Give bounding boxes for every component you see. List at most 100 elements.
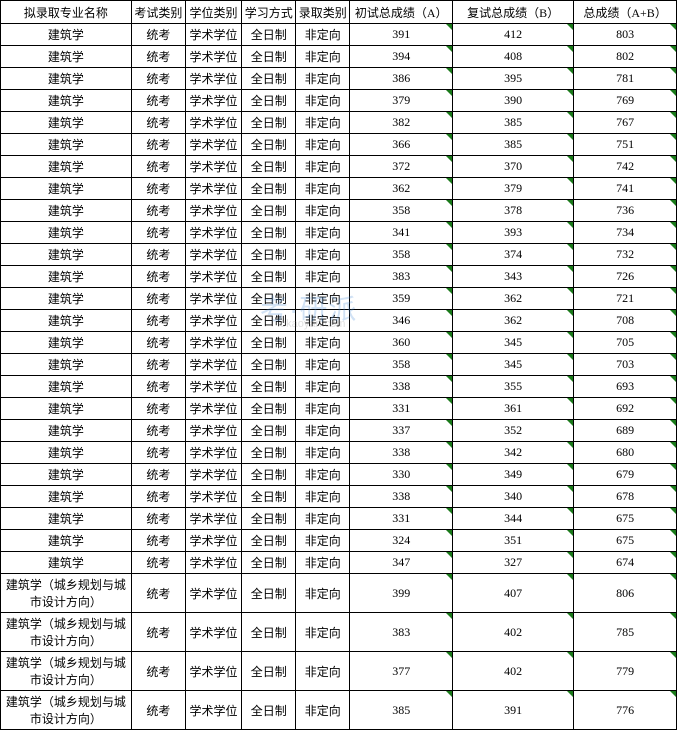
corner-marker-icon [446, 398, 452, 404]
table-cell: 建筑学 [1, 398, 132, 420]
corner-marker-icon [567, 178, 573, 184]
table-cell: 学术学位 [185, 691, 241, 730]
table-cell: 非定向 [296, 112, 350, 134]
table-cell: 362 [350, 178, 453, 200]
table-cell: 全日制 [242, 288, 296, 310]
corner-marker-icon [446, 288, 452, 294]
corner-marker-icon [446, 420, 452, 426]
table-cell: 统考 [131, 420, 185, 442]
table-cell: 390 [453, 90, 574, 112]
table-row: 建筑学统考学术学位全日制非定向394408802 [1, 46, 677, 68]
corner-marker-icon [567, 464, 573, 470]
table-cell: 391 [453, 691, 574, 730]
table-cell: 383 [350, 613, 453, 652]
table-cell: 708 [574, 310, 677, 332]
corner-marker-icon [670, 156, 676, 162]
corner-marker-icon [446, 652, 452, 658]
column-header: 初试总成绩（A） [350, 1, 453, 24]
corner-marker-icon [670, 134, 676, 140]
table-cell: 非定向 [296, 508, 350, 530]
table-cell: 776 [574, 691, 677, 730]
table-cell: 学术学位 [185, 530, 241, 552]
table-row: 建筑学（城乡规划与城市设计方向）统考学术学位全日制非定向377402779 [1, 652, 677, 691]
table-row: 建筑学统考学术学位全日制非定向358345703 [1, 354, 677, 376]
corner-marker-icon [670, 530, 676, 536]
corner-marker-icon [670, 552, 676, 558]
corner-marker-icon [567, 398, 573, 404]
table-cell: 建筑学 [1, 134, 132, 156]
table-cell: 非定向 [296, 442, 350, 464]
corner-marker-icon [670, 354, 676, 360]
table-cell: 全日制 [242, 24, 296, 46]
table-cell: 学术学位 [185, 46, 241, 68]
table-cell: 建筑学（城乡规划与城市设计方向） [1, 613, 132, 652]
column-header: 学习方式 [242, 1, 296, 24]
table-cell: 学术学位 [185, 464, 241, 486]
corner-marker-icon [670, 464, 676, 470]
corner-marker-icon [670, 310, 676, 316]
table-cell: 学术学位 [185, 222, 241, 244]
table-cell: 355 [453, 376, 574, 398]
corner-marker-icon [670, 420, 676, 426]
table-cell: 非定向 [296, 244, 350, 266]
table-cell: 建筑学 [1, 288, 132, 310]
corner-marker-icon [446, 486, 452, 492]
table-row: 建筑学统考学术学位全日制非定向331361692 [1, 398, 677, 420]
table-cell: 统考 [131, 442, 185, 464]
table-cell: 803 [574, 24, 677, 46]
table-cell: 学术学位 [185, 442, 241, 464]
table-cell: 705 [574, 332, 677, 354]
table-cell: 402 [453, 613, 574, 652]
table-cell: 741 [574, 178, 677, 200]
table-cell: 学术学位 [185, 376, 241, 398]
table-row: 建筑学统考学术学位全日制非定向338355693 [1, 376, 677, 398]
corner-marker-icon [446, 310, 452, 316]
table-cell: 非定向 [296, 222, 350, 244]
table-cell: 全日制 [242, 178, 296, 200]
table-cell: 建筑学 [1, 266, 132, 288]
table-cell: 统考 [131, 464, 185, 486]
corner-marker-icon [567, 90, 573, 96]
corner-marker-icon [670, 68, 676, 74]
table-row: 建筑学（城乡规划与城市设计方向）统考学术学位全日制非定向399407806 [1, 574, 677, 613]
corner-marker-icon [670, 288, 676, 294]
table-cell: 351 [453, 530, 574, 552]
table-row: 建筑学统考学术学位全日制非定向366385751 [1, 134, 677, 156]
table-cell: 全日制 [242, 691, 296, 730]
table-cell: 建筑学 [1, 244, 132, 266]
table-cell: 学术学位 [185, 288, 241, 310]
corner-marker-icon [567, 442, 573, 448]
table-cell: 建筑学 [1, 90, 132, 112]
column-header: 复试总成绩（B） [453, 1, 574, 24]
corner-marker-icon [567, 46, 573, 52]
table-cell: 347 [350, 552, 453, 574]
table-cell: 全日制 [242, 354, 296, 376]
table-cell: 非定向 [296, 156, 350, 178]
table-row: 建筑学统考学术学位全日制非定向391412803 [1, 24, 677, 46]
table-cell: 734 [574, 222, 677, 244]
corner-marker-icon [670, 46, 676, 52]
table-cell: 统考 [131, 530, 185, 552]
corner-marker-icon [670, 652, 676, 658]
table-cell: 非定向 [296, 310, 350, 332]
table-row: 建筑学统考学术学位全日制非定向359362721 [1, 288, 677, 310]
corner-marker-icon [567, 68, 573, 74]
table-cell: 全日制 [242, 156, 296, 178]
table-cell: 非定向 [296, 398, 350, 420]
table-cell: 374 [453, 244, 574, 266]
corner-marker-icon [446, 222, 452, 228]
table-cell: 383 [350, 266, 453, 288]
table-row: 建筑学统考学术学位全日制非定向324351675 [1, 530, 677, 552]
column-header: 学位类别 [185, 1, 241, 24]
table-cell: 358 [350, 244, 453, 266]
corner-marker-icon [567, 552, 573, 558]
table-cell: 统考 [131, 24, 185, 46]
table-cell: 非定向 [296, 691, 350, 730]
corner-marker-icon [446, 24, 452, 30]
corner-marker-icon [567, 310, 573, 316]
corner-marker-icon [567, 530, 573, 536]
table-cell: 678 [574, 486, 677, 508]
table-cell: 全日制 [242, 200, 296, 222]
table-cell: 358 [350, 200, 453, 222]
table-cell: 非定向 [296, 420, 350, 442]
